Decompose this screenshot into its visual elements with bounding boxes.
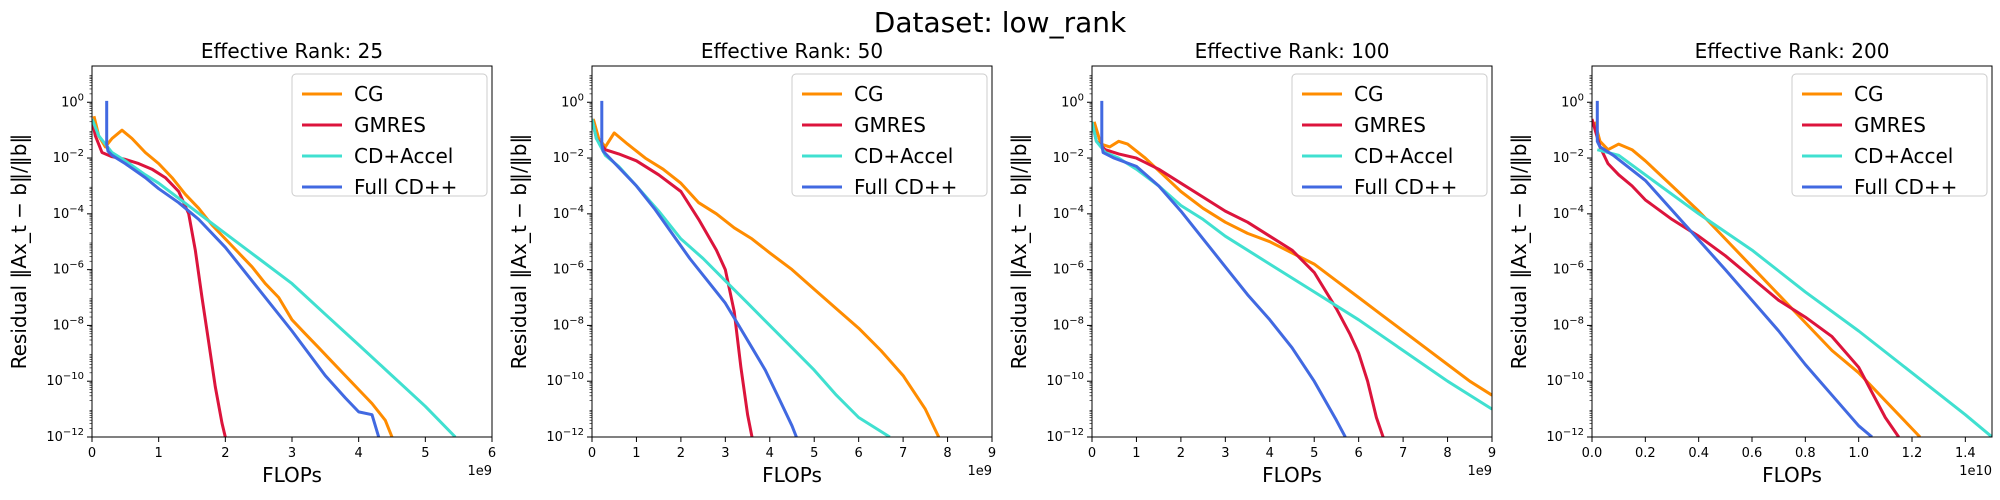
series-line-cg <box>92 115 394 437</box>
panel-title: Effective Rank: 25 <box>201 39 383 63</box>
y-axis-label: Residual ‖Ax_t − b‖/‖b‖ <box>1007 134 1031 370</box>
x-tick-label: 9 <box>988 446 996 461</box>
x-tick-label: 8 <box>1443 446 1451 461</box>
chart-panel-4: Effective Rank: 200 0.0 0.2 0.4 0.6 0.8 1.0 1.2… <box>1507 39 1993 487</box>
series-line-full-cd- <box>1100 100 1347 437</box>
x-tick-label: 2 <box>221 446 229 461</box>
x-tick-label: 6 <box>855 446 863 461</box>
series-line-full-cd- <box>1595 100 1873 437</box>
series-line-full-cd- <box>600 100 798 437</box>
chart-panel-1: Effective Rank: 250 1 2 3 4 5 61e910010−210−41… <box>7 39 496 487</box>
legend-box <box>291 73 488 197</box>
x-tick-label: 1.4 <box>1955 446 1976 461</box>
y-axis-label: Residual ‖Ax_t − b‖/‖b‖ <box>1507 134 1531 370</box>
x-tick-label: 6 <box>488 446 496 461</box>
plot-frame <box>591 65 993 438</box>
x-tick-label: 0 <box>1088 446 1096 461</box>
series-line-cg <box>592 118 941 437</box>
x-tick-label: 0.8 <box>1795 446 1816 461</box>
legend-entry: CD+Accel <box>1354 144 1453 168</box>
legend-entry: GMRES <box>854 113 926 137</box>
plot-frame <box>1091 65 1493 438</box>
x-tick-label: 2 <box>677 446 685 461</box>
legend-entry: CG <box>854 82 883 106</box>
legend-entry: Full CD++ <box>354 175 457 199</box>
x-tick-label: 5 <box>1310 446 1318 461</box>
x-tick-label: 0.6 <box>1742 446 1763 461</box>
x-tick-label: 0.4 <box>1688 446 1709 461</box>
series-line-gmres <box>92 118 227 437</box>
legend-box <box>1291 73 1488 197</box>
chart-panel-2: Effective Rank: 500 1 2 3 4 5 6 7 8 91e910010−210… <box>507 39 996 487</box>
x-offset-label: 1e9 <box>1467 464 1492 479</box>
legend-box <box>1791 73 1988 197</box>
x-axis-label: FLOPs <box>1762 463 1822 487</box>
x-tick-label: 3 <box>721 446 729 461</box>
x-tick-label: 6 <box>1355 446 1363 461</box>
x-tick-label: 4 <box>1266 446 1274 461</box>
legend-entry: GMRES <box>354 113 426 137</box>
x-offset-label: 1e10 <box>1959 464 1992 479</box>
x-offset-label: 1e9 <box>967 464 992 479</box>
legend-entry: CD+Accel <box>854 144 953 168</box>
x-tick-label: 1 <box>155 446 163 461</box>
legend-entry: GMRES <box>1354 113 1426 137</box>
series-line-gmres <box>1592 118 1900 437</box>
legend-entry: Full CD++ <box>1854 175 1957 199</box>
x-tick-label: 0 <box>88 446 96 461</box>
legend-entry: CG <box>354 82 383 106</box>
panel-title: Effective Rank: 200 <box>1695 39 1890 63</box>
x-tick-label: 1.0 <box>1848 446 1869 461</box>
x-tick-label: 9 <box>1488 446 1496 461</box>
legend-entry: CG <box>1854 82 1883 106</box>
panel-title: Effective Rank: 100 <box>1195 39 1390 63</box>
series-line-full-cd- <box>105 100 381 437</box>
x-tick-label: 4 <box>766 446 774 461</box>
x-tick-label: 2 <box>1177 446 1185 461</box>
legend-entry: Full CD++ <box>854 175 957 199</box>
x-tick-label: 4 <box>355 446 363 461</box>
y-axis-label: Residual ‖Ax_t − b‖/‖b‖ <box>7 134 31 370</box>
x-tick-label: 5 <box>810 446 818 461</box>
x-axis-label: FLOPs <box>262 463 322 487</box>
x-tick-label: 1.2 <box>1902 446 1923 461</box>
x-tick-label: 5 <box>421 446 429 461</box>
x-tick-label: 1 <box>1132 446 1140 461</box>
series-line-gmres <box>1092 121 1385 437</box>
x-tick-label: 1 <box>632 446 640 461</box>
x-tick-label: 8 <box>943 446 951 461</box>
x-tick-label: 7 <box>899 446 907 461</box>
panel-title: Effective Rank: 50 <box>701 39 883 63</box>
series-line-gmres <box>592 118 754 437</box>
x-tick-label: 3 <box>1221 446 1229 461</box>
x-tick-label: 0.2 <box>1635 446 1656 461</box>
series-line-cd-accel <box>1596 148 1992 437</box>
x-axis-label: FLOPs <box>1262 463 1322 487</box>
series-line-cg <box>1092 121 1492 397</box>
x-offset-label: 1e9 <box>467 464 492 479</box>
figure-suptitle: Dataset: low_rank <box>874 6 1127 39</box>
x-tick-label: 0 <box>588 446 596 461</box>
x-axis-label: FLOPs <box>762 463 822 487</box>
x-tick-label: 7 <box>1399 446 1407 461</box>
legend-entry: GMRES <box>1854 113 1926 137</box>
legend-entry: CD+Accel <box>354 144 453 168</box>
legend-box <box>791 73 988 197</box>
y-axis-label: Residual ‖Ax_t − b‖/‖b‖ <box>507 134 531 370</box>
x-tick-label: 0.0 <box>1582 446 1603 461</box>
plot-frame <box>1591 65 1993 438</box>
x-tick-label: 3 <box>288 446 296 461</box>
series-line-cd-accel <box>92 118 457 437</box>
legend-entry: CG <box>1354 82 1383 106</box>
legend-entry: CD+Accel <box>1854 144 1953 168</box>
legend-entry: Full CD++ <box>1354 175 1457 199</box>
